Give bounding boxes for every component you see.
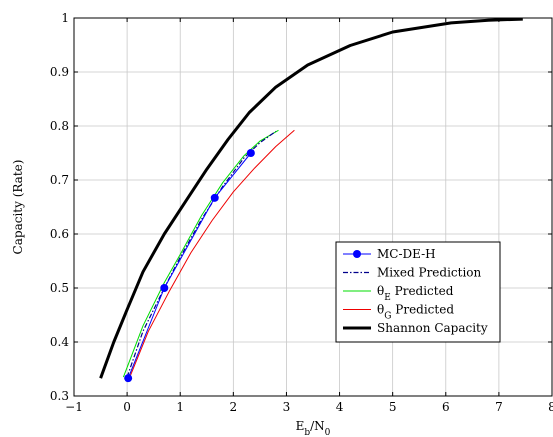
- y-tick-label-0: 0.3: [50, 389, 69, 403]
- legend-marker-0: [353, 250, 361, 258]
- series-0: [124, 149, 255, 383]
- legend-label-1: Mixed Prediction: [377, 266, 482, 280]
- x-tick-label-9: 8: [548, 400, 553, 414]
- y-tick-label-4: 0.7: [50, 173, 69, 187]
- series-0-point-2: [210, 193, 219, 202]
- series-layer: [99, 17, 523, 383]
- legend-label-3-suffix: Predicted: [391, 303, 454, 317]
- x-tick-label-7: 6: [442, 400, 450, 414]
- y-tick-label-1: 0.4: [50, 335, 69, 349]
- x-tick-label-6: 5: [389, 400, 397, 414]
- x-label-sub2: 0: [325, 428, 331, 437]
- series-line-0: [127, 152, 252, 379]
- x-label-base: E: [296, 419, 305, 433]
- series-line-2: [122, 129, 279, 378]
- legend-label-2-base: θ: [377, 284, 384, 298]
- series-0-point-3: [246, 149, 255, 157]
- series-2: [122, 129, 279, 378]
- legend-label-3: θG Predicted: [377, 303, 454, 322]
- x-tick-label-2: 1: [176, 400, 184, 414]
- y-tick-label-5: 0.8: [50, 119, 69, 133]
- series-3: [129, 129, 295, 378]
- legend-label-2: θE Predicted: [377, 284, 454, 303]
- legend-label-0: MC-DE-H: [377, 247, 436, 261]
- series-0-point-0: [124, 374, 133, 383]
- legend-label-3-base: θ: [377, 303, 384, 317]
- axis-ticks: −1 0 1 2 3 4 5 6 7 8 0.3 0.4 0.5 0.6 0.7 0.8 0.9 1: [50, 11, 553, 414]
- x-tick-label-1: 0: [123, 400, 131, 414]
- series-0-point-1: [160, 284, 169, 292]
- legend-label-4: Shannon Capacity: [377, 321, 488, 335]
- x-label-sub1: b: [304, 428, 310, 437]
- y-axis-label: Capacity (Rate): [11, 160, 25, 255]
- y-tick-label-6: 0.9: [50, 65, 69, 79]
- series-line-3: [129, 129, 295, 378]
- x-tick-label-3: 2: [230, 400, 238, 414]
- y-tick-label-2: 0.5: [50, 281, 69, 295]
- series-line-4: [99, 17, 523, 379]
- y-tick-label-3: 0.6: [50, 227, 69, 241]
- series-4: [99, 17, 523, 379]
- legend-label-2-suffix: Predicted: [391, 284, 454, 298]
- series-1: [126, 130, 277, 378]
- legend-label-2-sub: E: [384, 293, 391, 303]
- x-tick-label-8: 7: [495, 400, 503, 414]
- x-tick-label-0: −1: [65, 400, 83, 414]
- legend-box: [335, 241, 501, 343]
- x-tick-label-4: 3: [283, 400, 291, 414]
- x-tick-label-5: 4: [336, 400, 344, 414]
- plot-frame: [73, 17, 553, 397]
- series-line-1: [126, 130, 277, 378]
- x-label-mid: /N: [310, 419, 325, 433]
- legend-label-3-sub: G: [384, 312, 391, 322]
- y-tick-label-7: 1: [61, 11, 69, 25]
- x-axis-label: Eb/N0: [296, 419, 331, 437]
